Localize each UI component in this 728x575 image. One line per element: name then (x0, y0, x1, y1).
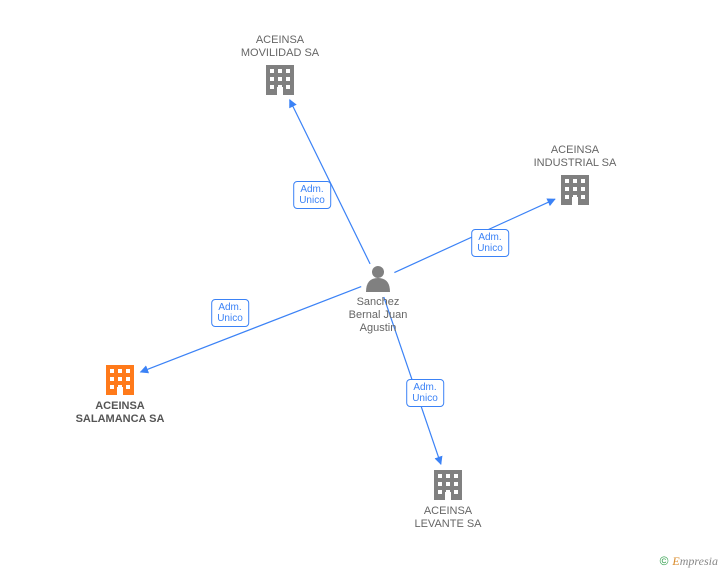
edge-label-movilidad: Adm. Unico (293, 181, 331, 209)
center-person-label: Sanchez Bernal Juan Agustin (333, 296, 423, 336)
edge-label-levante: Adm. Unico (406, 379, 444, 407)
company-label-industrial: ACEINSA INDUSTRIAL SA (515, 144, 635, 170)
watermark: ©Empresia (660, 554, 718, 569)
watermark-e: E (672, 554, 679, 568)
copyright-symbol: © (660, 554, 669, 568)
company-icon-industrial (561, 175, 589, 205)
diagram-canvas (0, 0, 728, 575)
company-label-salamanca: ACEINSA SALAMANCA SA (60, 400, 180, 426)
company-icon-salamanca (106, 365, 134, 395)
watermark-rest: mpresia (680, 554, 718, 568)
company-icon-movilidad (266, 65, 294, 95)
company-label-levante: ACEINSA LEVANTE SA (388, 505, 508, 531)
person-icon (366, 266, 390, 292)
edge-salamanca (141, 287, 362, 373)
company-label-movilidad: ACEINSA MOVILIDAD SA (220, 34, 340, 60)
company-icon-levante (434, 470, 462, 500)
edge-label-salamanca: Adm. Unico (211, 299, 249, 327)
edge-label-industrial: Adm. Unico (471, 229, 509, 257)
